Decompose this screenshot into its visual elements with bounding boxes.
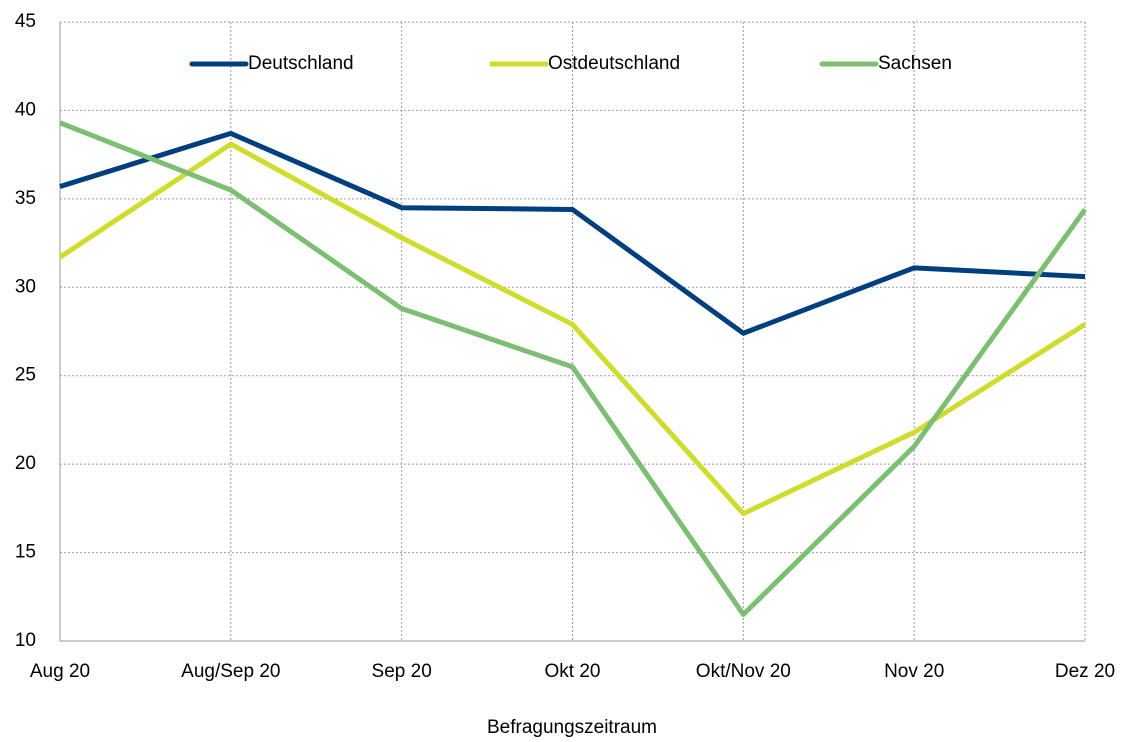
y-tick-label: 25 [15,365,36,386]
series-line [59,130,1086,336]
x-tick-label: Nov 20 [884,661,944,682]
legend-label: Sachsen [878,53,952,74]
y-tick-label: 45 [15,11,36,32]
x-axis-label: Befragungszeitraum [487,717,657,738]
y-tick-label: 15 [15,542,36,563]
y-tick-label: 20 [15,453,36,474]
y-tick-label: 10 [15,630,36,651]
x-tick-label: Dez 20 [1055,661,1115,682]
x-tick-label: Aug 20 [30,661,90,682]
legend-label: Ostdeutschland [548,53,680,74]
y-tick-label: 30 [15,276,36,297]
y-tick-label: 35 [15,188,36,209]
series-line [59,120,1088,617]
x-tick-label: Okt 20 [545,661,601,682]
x-tick-label: Sep 20 [372,661,432,682]
x-tick-label: Aug/Sep 20 [181,661,280,682]
x-tick-label: Okt/Nov 20 [696,661,791,682]
legend-label: Deutschland [248,53,354,74]
series-line [58,141,1087,517]
y-tick-label: 40 [15,99,36,120]
